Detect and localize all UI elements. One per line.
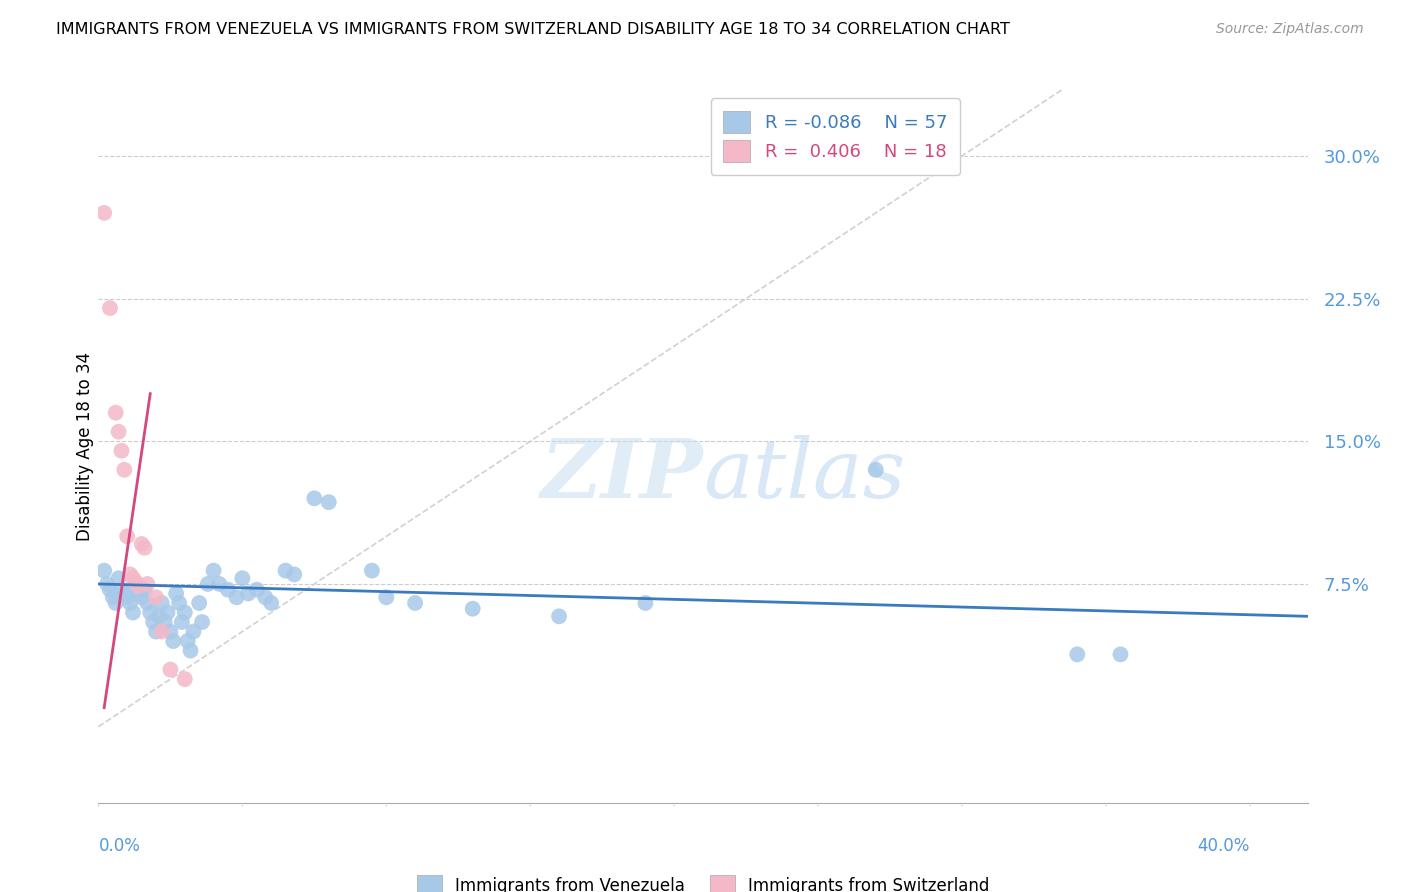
Point (180, 643, 202, 657)
Point (361, 564, 384, 578)
Point (104, 406, 127, 420)
Point (115, 529, 138, 543)
Point (159, 624, 181, 639)
Point (145, 624, 167, 639)
Point (128, 586, 150, 600)
Point (1109, 648, 1132, 662)
Point (107, 571, 129, 585)
Point (136, 596, 159, 610)
Point (128, 579, 150, 593)
Point (634, 596, 657, 610)
Y-axis label: Disability Age 18 to 34: Disability Age 18 to 34 (76, 351, 94, 541)
Text: Source: ZipAtlas.com: Source: ZipAtlas.com (1216, 22, 1364, 37)
Point (304, 491, 326, 506)
Point (153, 615, 176, 629)
Point (188, 596, 211, 610)
Point (254, 591, 277, 605)
Point (110, 582, 132, 597)
Point (404, 596, 426, 610)
Text: atlas: atlas (703, 434, 905, 515)
Legend: Immigrants from Venezuela, Immigrants from Switzerland: Immigrants from Venezuela, Immigrants fr… (411, 868, 995, 892)
Point (120, 567, 142, 582)
Point (110, 443, 132, 458)
Point (142, 615, 165, 629)
Point (112, 463, 135, 477)
Point (156, 606, 179, 620)
Point (283, 567, 305, 582)
Point (217, 582, 239, 597)
Point (246, 582, 269, 597)
Point (197, 577, 219, 591)
Point (225, 591, 247, 605)
Point (548, 609, 571, 624)
Point (183, 624, 205, 639)
Point (122, 606, 145, 620)
Point (159, 663, 181, 677)
Text: ZIP: ZIP (540, 434, 703, 515)
Point (165, 586, 187, 600)
Point (136, 577, 159, 591)
Point (93, 564, 115, 578)
Point (112, 586, 135, 600)
Point (162, 634, 184, 648)
Point (150, 596, 173, 610)
Point (98, 582, 121, 597)
Point (131, 537, 153, 551)
Point (150, 624, 173, 639)
Point (104, 596, 127, 610)
Text: 40.0%: 40.0% (1198, 837, 1250, 855)
Point (134, 541, 156, 555)
Point (173, 606, 195, 620)
Point (231, 571, 253, 585)
Text: 0.0%: 0.0% (98, 837, 141, 855)
Point (98, 301, 121, 315)
Point (131, 591, 153, 605)
Point (208, 577, 231, 591)
Point (274, 564, 297, 578)
Point (170, 615, 193, 629)
Point (260, 596, 283, 610)
Point (191, 615, 214, 629)
Point (93, 206, 115, 220)
Point (236, 586, 259, 600)
Point (125, 577, 148, 591)
Point (107, 425, 129, 439)
Text: IMMIGRANTS FROM VENEZUELA VS IMMIGRANTS FROM SWITZERLAND DISABILITY AGE 18 TO 34: IMMIGRANTS FROM VENEZUELA VS IMMIGRANTS … (56, 22, 1010, 37)
Point (202, 564, 225, 578)
Point (173, 672, 195, 686)
Point (139, 606, 162, 620)
Point (318, 495, 340, 509)
Point (145, 591, 167, 605)
Point (120, 596, 142, 610)
Point (125, 575, 148, 590)
Point (1066, 648, 1088, 662)
Point (101, 591, 124, 605)
Point (134, 582, 156, 597)
Point (148, 609, 170, 624)
Point (122, 571, 145, 585)
Point (167, 596, 190, 610)
Point (96, 577, 118, 591)
Point (115, 591, 138, 605)
Point (176, 634, 198, 648)
Point (461, 601, 484, 615)
Point (865, 463, 887, 477)
Point (375, 591, 398, 605)
